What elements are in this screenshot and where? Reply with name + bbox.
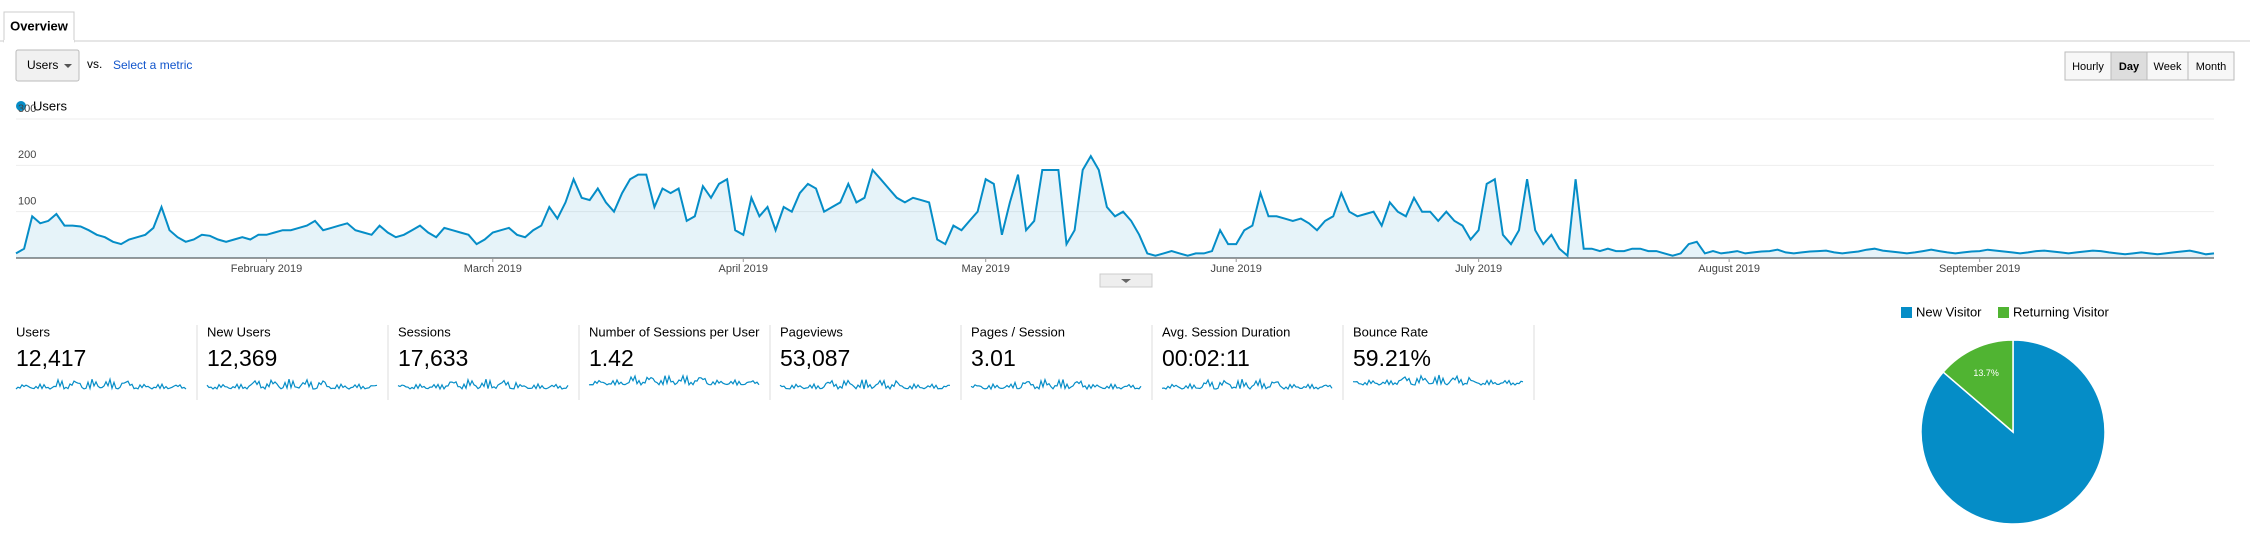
interval-button[interactable] [2110, 51, 2148, 81]
interval-label[interactable]: Month [2196, 61, 2227, 73]
interval-label[interactable]: Week [2154, 61, 2182, 73]
y-tick-label: 200 [18, 149, 36, 161]
line [15, 154, 2215, 258]
legend-label: New Visitor [1916, 304, 1982, 319]
x-tick-label: September 2019 [1939, 263, 2020, 275]
sparkline [588, 373, 760, 387]
tab-label[interactable]: Overview [10, 18, 69, 33]
metric-dropdown-label[interactable]: Users [27, 58, 58, 72]
x-tick-label: April 2019 [719, 263, 769, 275]
metrics: Users 12,417 New Users 12,369 Sessions 17,633… [15, 324, 1535, 400]
metric-value: 00:02:11 [1162, 345, 1250, 371]
x-tick-label: February 2019 [231, 263, 303, 275]
sparkline [779, 378, 950, 391]
interval-buttons: Hourly Day Week Month [2064, 51, 2235, 81]
x-tick-label: August 2019 [1698, 263, 1760, 275]
metric-label: New Users [207, 324, 271, 339]
x-tick-label: July 2019 [1455, 263, 1502, 275]
legend-swatch [1901, 307, 1912, 318]
x-tick-label: June 2019 [1211, 263, 1262, 275]
sparkline [1352, 374, 1524, 387]
interval-button[interactable] [2187, 51, 2235, 81]
metric-label: Pages / Session [971, 324, 1065, 339]
interval-label[interactable]: Hourly [2072, 61, 2104, 73]
interval-label[interactable]: Day [2119, 61, 2140, 73]
slice-label: 13.7% [1973, 368, 1999, 378]
metric-value: 3.01 [971, 345, 1016, 371]
vs-label: vs. [87, 57, 102, 71]
slice-label: 86.3% [2071, 533, 2097, 539]
x-tick-label: March 2019 [464, 263, 522, 275]
legend-swatch [1998, 307, 2009, 318]
metric-dropdown[interactable] [15, 49, 80, 82]
line-chart: 100 200 300 February 2019 March 2019 April 20… [15, 103, 2215, 275]
metric-label: Bounce Rate [1353, 324, 1428, 339]
sparkline [970, 377, 1142, 391]
tab-cover [4, 40, 74, 43]
metric-label: Number of Sessions per User [589, 324, 760, 339]
sparkline [206, 378, 378, 391]
dropdown-arrow [64, 64, 72, 68]
pie-slice [1942, 339, 2014, 434]
metric-label: Sessions [398, 324, 451, 339]
legend-label: Returning Visitor [2013, 304, 2110, 319]
y-tick-label: 100 [18, 196, 36, 208]
metric-label: Avg. Session Duration [1162, 324, 1290, 339]
pie-slice [1920, 339, 2106, 525]
metric-label: Pageviews [780, 324, 843, 339]
metric-value: 12,369 [207, 345, 277, 371]
metric-value: 53,087 [780, 345, 850, 371]
x-tick-label: May 2019 [962, 263, 1010, 275]
legend-label: Users [33, 98, 67, 113]
metric-value: 12,417 [16, 345, 86, 371]
metric-value: 1.42 [589, 345, 634, 371]
toggle-arrow [1121, 279, 1131, 283]
sparkline [1161, 377, 1333, 391]
metric-value: 17,633 [398, 345, 468, 371]
select-metric-link[interactable]: Select a metric [113, 58, 192, 72]
legend-dot [16, 101, 26, 111]
metric-value: 59.21% [1353, 345, 1431, 371]
area [16, 156, 2214, 258]
sparkline [397, 377, 569, 391]
y-tick-label: 300 [18, 103, 36, 115]
metric-label: Users [16, 324, 50, 339]
pie-chart: 86.3% New Visitor 13.7% Returning Visitor [1901, 304, 2110, 539]
sparkline [15, 376, 187, 391]
